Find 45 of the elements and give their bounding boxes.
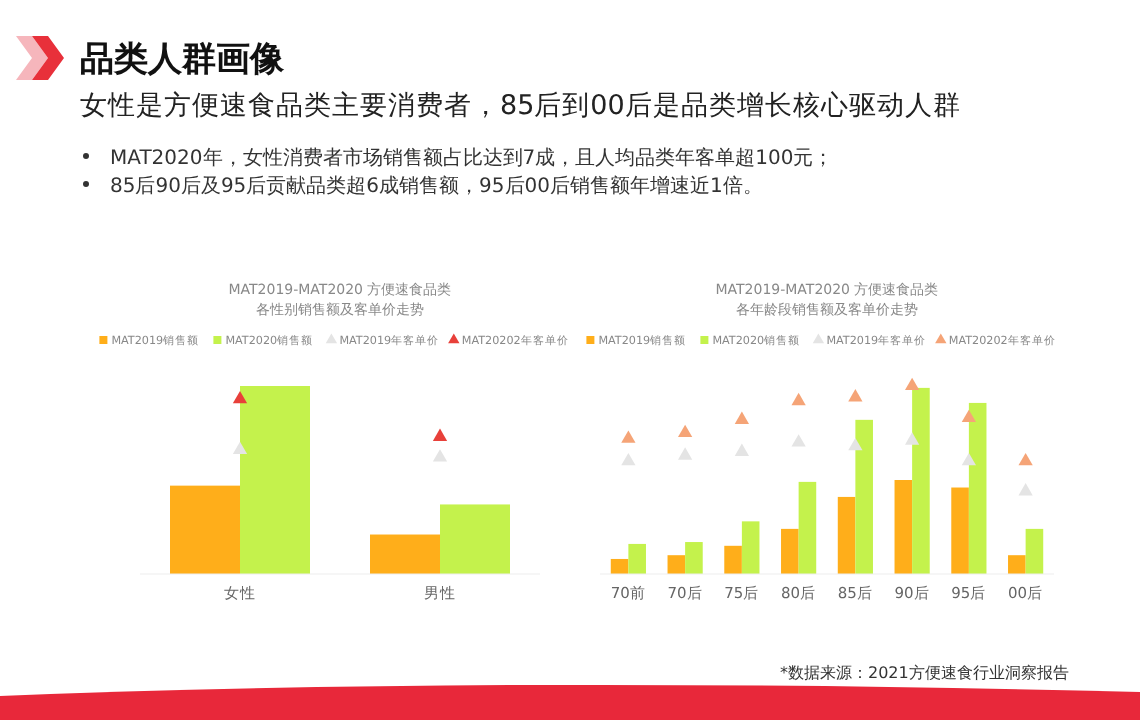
point [734,411,749,424]
point [961,452,976,466]
bar [610,558,629,574]
point [791,392,806,406]
point [734,443,749,456]
bar [781,528,799,574]
point [1018,452,1033,466]
point [961,409,976,423]
bar [724,545,742,574]
text: 85后90后及95后贡献品类超6成销售额，95后00后销售额年增速近1倍。 [110,174,763,198]
bar [1025,528,1044,574]
point [678,447,693,460]
bar [798,481,817,574]
point [848,437,863,451]
point [432,449,448,462]
bar [912,387,930,574]
bar [440,504,510,574]
bar [667,555,686,574]
bar [628,543,646,574]
bar [1008,555,1026,574]
bar [968,402,987,574]
bar [685,542,703,574]
point [232,441,248,455]
point [848,389,863,402]
bar [951,487,969,574]
text: 品类人群画像 [80,40,286,80]
bar [741,521,760,574]
bar [855,419,873,574]
text: MAT2020年，女性消费者市场销售额占比达到7成，且人均品类年客单超100元； [110,146,834,170]
point [905,432,920,445]
point [678,424,693,438]
bar [240,386,310,574]
point [432,428,448,441]
point [621,430,636,443]
point [1018,483,1033,496]
point [621,452,636,466]
bar [894,480,913,574]
bar [370,534,440,574]
point [232,390,248,404]
text: *数据来源：2021方便速食行业洞察报告 [780,664,1069,682]
point [905,377,920,391]
point [791,434,806,447]
text: 女性是方便速食品类主要消费者，85后到00后是品类增长核心驱动人群 [80,90,961,122]
bar [837,496,856,574]
bar [170,485,240,574]
